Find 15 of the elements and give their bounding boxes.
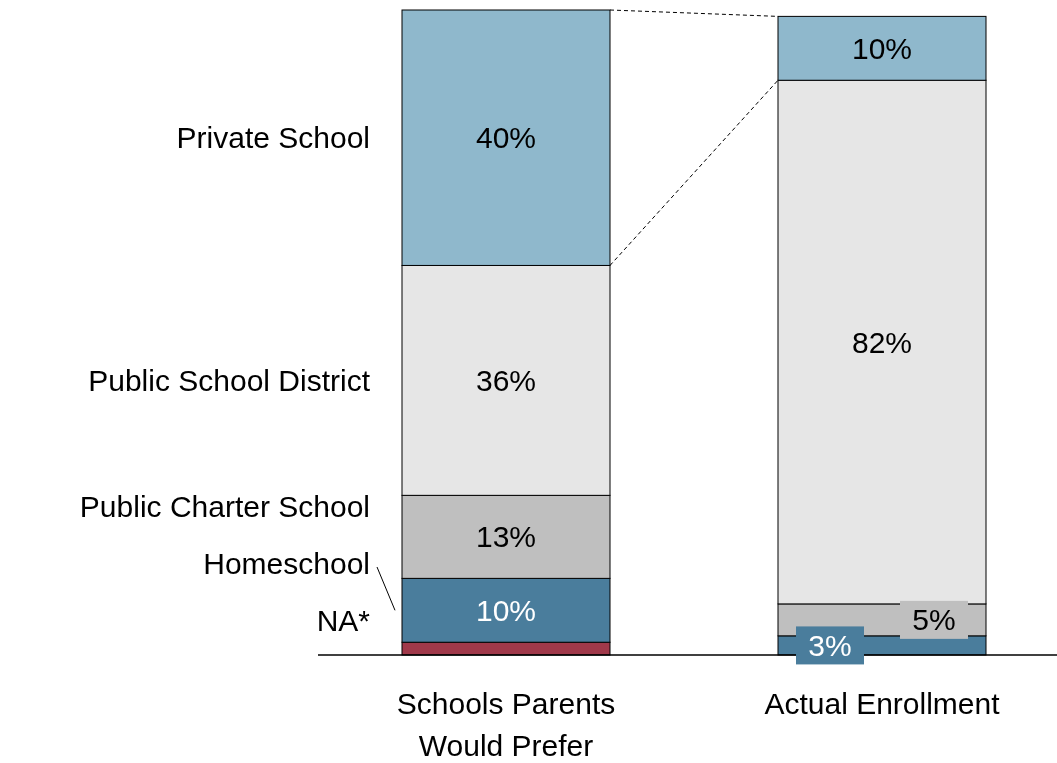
x-tick-label: Actual Enrollment: [764, 686, 1001, 720]
series-label: Public School District: [88, 363, 371, 397]
data-label: 40%: [475, 121, 537, 155]
series-label: Homeschool: [203, 546, 370, 580]
data-label: 3%: [808, 628, 852, 662]
data-label: 13%: [475, 520, 537, 554]
x-tick-label: Schools Parents Would Prefer: [396, 686, 616, 762]
legend-label: NA*: [316, 603, 371, 637]
data-label: 10%: [475, 593, 537, 627]
data-label: 36%: [475, 363, 537, 397]
data-label: 82%: [851, 325, 913, 359]
series-label: Private School: [176, 121, 370, 155]
series-label: Public Charter School: [79, 489, 370, 523]
data-label: 5%: [912, 603, 956, 637]
data-label: 10%: [851, 31, 913, 65]
